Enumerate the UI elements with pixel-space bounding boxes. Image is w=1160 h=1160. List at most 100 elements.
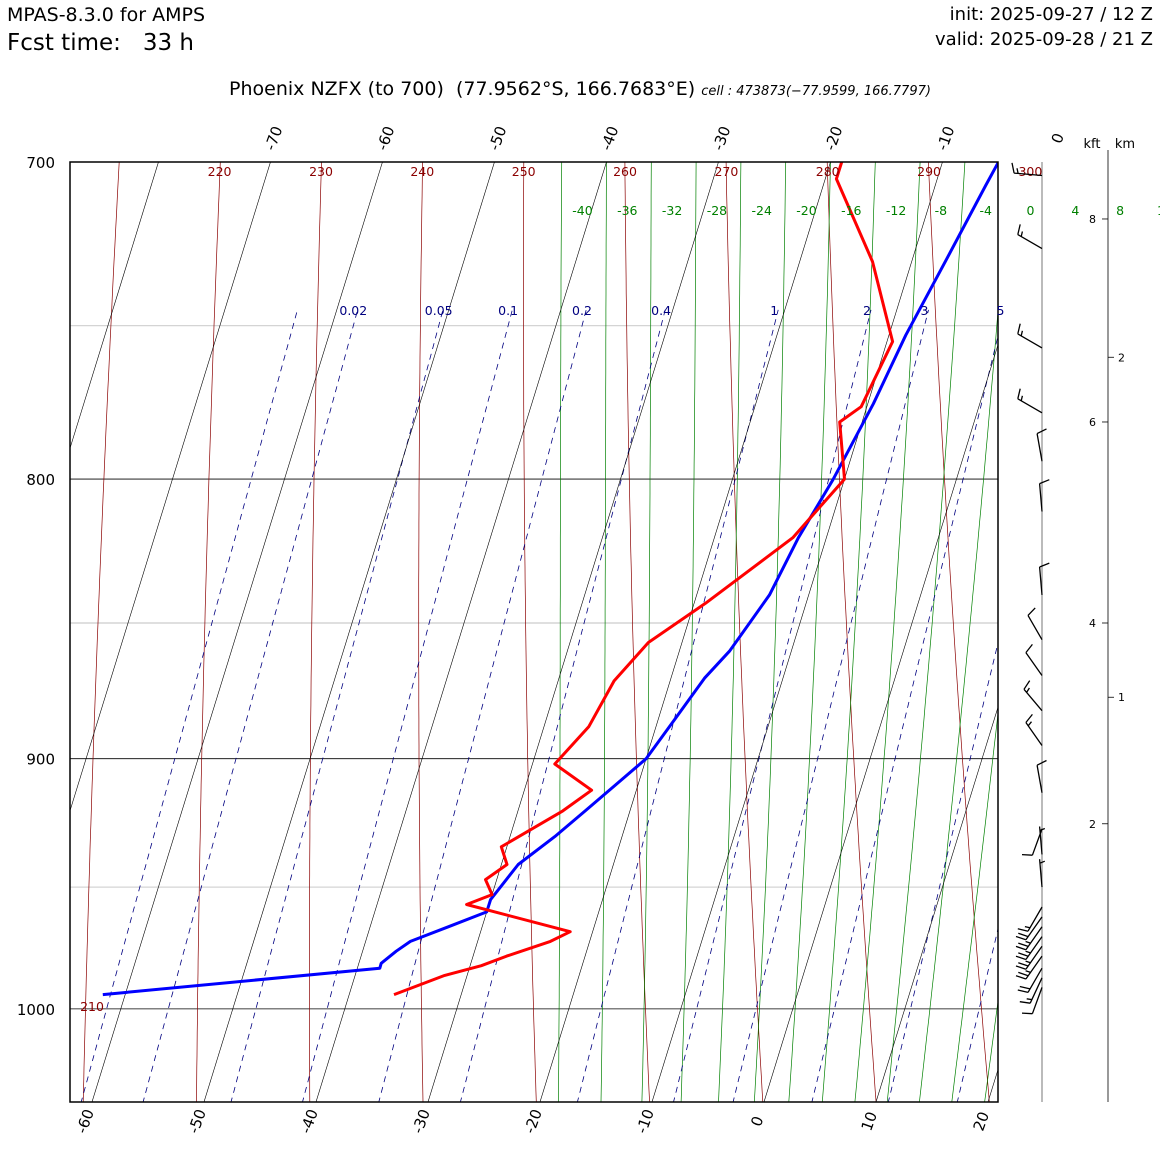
mixing-ratio-label: 0.2 [572,303,592,318]
moist-adiabat-label: -28 [707,203,727,218]
dry-adiabat-line [82,162,120,1102]
wind-barb [1025,713,1043,746]
moist-adiabat-label: -36 [617,203,637,218]
km-label: km [1115,137,1135,152]
moist-adiabat-label: 0 [1027,203,1035,218]
temperature-tick-label: -20 [521,1107,546,1136]
moist-adiabat-label: 4 [1071,203,1079,218]
moist-adiabat-line [558,162,563,1102]
wind-barb [1017,967,1043,994]
mixing-ratio-line [956,926,998,1102]
mixing-ratio-line [80,309,298,1102]
moist-adiabat-line [1049,162,1160,1125]
forecast-time-label: Fcst time: [7,30,121,56]
wind-barb [1021,828,1043,856]
moist-adiabat-line [753,162,787,1102]
temperature-tick-label: 10 [858,1109,881,1133]
wind-barb [1015,955,1043,980]
dry-adiabat-line [725,162,764,1102]
mixing-ratio-label: 1 [770,303,778,318]
isotherm-line [91,162,383,1102]
moist-adiabat-line [1121,162,1160,1125]
theta-label: 290 [917,164,941,179]
mixing-ratio-label: 0.05 [425,303,453,318]
mixing-ratio-label: 0.1 [498,303,518,318]
isotherm-line [763,343,998,1102]
moist-adiabat-label: -32 [662,203,682,218]
dry-adiabat-line [418,162,424,1102]
isotherm-line [427,162,719,1102]
temperature-tick-label: -40 [297,1107,322,1136]
theta-label: 300 [1018,164,1042,179]
moist-adiabat-label: -12 [886,203,906,218]
moist-adiabat-label: -24 [751,203,771,218]
moist-adiabat-label: -4 [979,203,992,218]
mixing-ratio-line [302,309,513,1102]
top-isotherm-label: -70 [261,124,286,153]
wind-barb [1017,388,1043,414]
top-isotherm-label: -10 [933,124,958,153]
mixing-ratio-line [459,309,666,1102]
top-isotherm-label: 0 [1048,131,1068,146]
moist-adiabat-label: -8 [935,203,948,218]
dry-adiabat-line [826,162,877,1102]
dry-adiabat-line [309,162,322,1102]
isotherm-line [315,162,607,1102]
wind-barb [1017,323,1043,349]
wind-barb [1015,926,1043,951]
wind-barb [1025,643,1043,676]
temperature-tick-label: -60 [73,1107,98,1136]
wind-barb [1019,977,1043,1004]
mixing-ratio-line [732,309,929,1102]
wind-barb [1038,859,1046,888]
plot-frame [69,161,999,1103]
wind-barb [1036,428,1047,462]
wind-barb [1017,906,1043,932]
mixing-ratio-line [811,334,998,1102]
km-tick-label: 1 [1118,691,1125,704]
isotherm-line [539,162,831,1102]
isotherm-line [987,1068,998,1102]
isotherm-line [1100,162,1160,1102]
dry-adiabat-line [1029,145,1105,1125]
moist-adiabat-line [1085,162,1160,1125]
cell-info: cell : 473873(−77.9599, 166.7797) [701,84,931,99]
dry-adiabat-line [523,162,537,1102]
kft-label: kft [1084,137,1101,152]
kft-tick-label: 4 [1089,617,1096,630]
wind-barb [1038,562,1050,595]
dry-adiabat-line [1130,145,1160,1125]
wind-barb [1015,936,1043,961]
isotherm-line [651,162,943,1102]
pressure-tick-label: 900 [26,751,55,769]
valid-time: valid: 2025-09-28 / 21 Z [935,29,1153,50]
mixing-ratio-label: 2 [863,303,871,318]
moist-adiabat-line [641,162,652,1102]
background-grid [0,145,1160,1125]
wind-barb [1036,759,1047,793]
moist-adiabat-line [854,162,921,1102]
moist-adiabat-line [788,162,831,1102]
theta-label: 230 [309,164,333,179]
height-axis: kft km 8 6 4 2 2 1 [1084,137,1135,1102]
mixing-ratio-label: 0.02 [339,303,367,318]
moist-adiabat-line [718,162,742,1102]
mixing-ratio-line [576,309,779,1102]
dry-adiabat-line [927,162,990,1102]
kft-tick-label: 2 [1089,818,1096,831]
mixing-ratio-label: 0.4 [651,303,671,318]
theta-label: 210 [80,999,104,1014]
theta-label: 280 [816,164,840,179]
top-isotherm-label: -40 [597,124,622,153]
moist-adiabat-label: -40 [572,203,592,218]
isotherm-line [0,162,46,1102]
top-isotherm-label: -20 [821,124,846,153]
dry-adiabat-line [624,162,650,1102]
wind-barb [1015,916,1043,941]
isotherm-line [203,162,495,1102]
temperature-tick-label: -50 [185,1107,210,1136]
temperature-tick-label: -10 [633,1107,658,1136]
wind-barbs [1011,162,1050,1102]
